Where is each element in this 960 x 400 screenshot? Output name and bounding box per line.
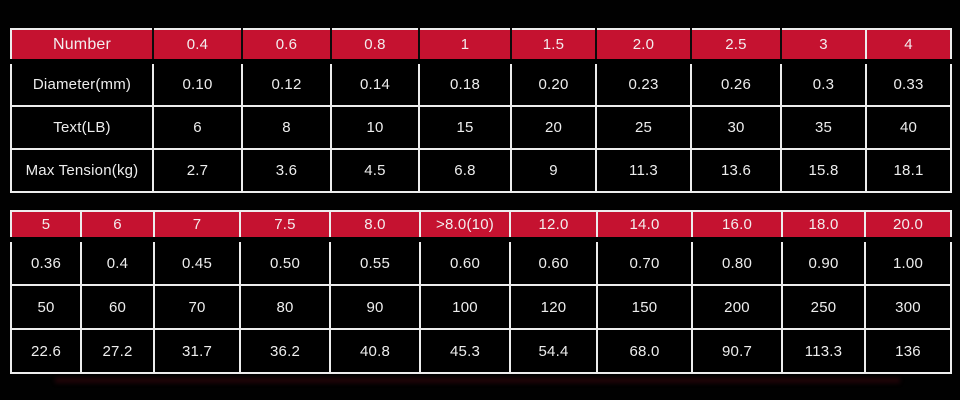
data-cell: 0.23	[595, 60, 692, 107]
data-cell: 90	[329, 284, 421, 330]
data-cell: 50	[10, 284, 82, 330]
data-cell: 0.60	[509, 238, 598, 286]
data-cell: 0.26	[690, 60, 782, 107]
header-cell: 6	[80, 210, 155, 242]
data-cell: 200	[691, 284, 783, 330]
data-cell: 0.80	[691, 238, 783, 286]
data-cell: 300	[864, 284, 952, 330]
row-label: Diameter(mm)	[10, 60, 154, 107]
data-cell: 6.8	[418, 148, 512, 193]
header-cell: 2.5	[690, 28, 782, 64]
data-cell: 0.33	[865, 60, 952, 107]
data-cell: 150	[596, 284, 693, 330]
image-artifact-smear	[55, 378, 900, 383]
header-cell: 20.0	[864, 210, 952, 242]
data-cell: 0.45	[153, 238, 241, 286]
table-row: 50 60 70 80 90 100 120 150 200 250 300	[10, 284, 952, 330]
data-cell: 27.2	[80, 328, 155, 374]
header-cell: 14.0	[596, 210, 693, 242]
data-cell: 9	[510, 148, 597, 193]
data-cell: 45.3	[419, 328, 511, 374]
data-cell: 90.7	[691, 328, 783, 374]
header-cell: 0.6	[241, 28, 332, 64]
data-cell: 0.36	[10, 238, 82, 286]
data-cell: 100	[419, 284, 511, 330]
data-cell: 25	[595, 105, 692, 150]
header-cell: 2.0	[595, 28, 692, 64]
data-cell: 0.20	[510, 60, 597, 107]
data-cell: 18.1	[865, 148, 952, 193]
data-cell: 60	[80, 284, 155, 330]
data-cell: 113.3	[781, 328, 866, 374]
data-cell: 20	[510, 105, 597, 150]
data-cell: 35	[780, 105, 867, 150]
table-row: Text(LB) 6 8 10 15 20 25 30 35 40	[10, 105, 952, 150]
header-cell: 18.0	[781, 210, 866, 242]
data-cell: 1.00	[864, 238, 952, 286]
header-cell: 3	[780, 28, 867, 64]
data-cell: 0.55	[329, 238, 421, 286]
data-cell: 31.7	[153, 328, 241, 374]
data-cell: 70	[153, 284, 241, 330]
data-cell: 15	[418, 105, 512, 150]
data-cell: 40.8	[329, 328, 421, 374]
header-cell: Number	[10, 28, 154, 64]
data-cell: 0.90	[781, 238, 866, 286]
data-cell: 10	[330, 105, 420, 150]
data-cell: 120	[509, 284, 598, 330]
header-cell: 8.0	[329, 210, 421, 242]
header-cell: 16.0	[691, 210, 783, 242]
row-label: Max Tension(kg)	[10, 148, 154, 193]
header-cell: 7.5	[239, 210, 331, 242]
data-cell: 40	[865, 105, 952, 150]
data-cell: 0.12	[241, 60, 332, 107]
data-cell: 136	[864, 328, 952, 374]
data-cell: 22.6	[10, 328, 82, 374]
data-cell: 0.10	[152, 60, 243, 107]
data-cell: 11.3	[595, 148, 692, 193]
data-cell: 8	[241, 105, 332, 150]
data-cell: 30	[690, 105, 782, 150]
header-cell: 1.5	[510, 28, 597, 64]
data-cell: 6	[152, 105, 243, 150]
data-cell: 0.14	[330, 60, 420, 107]
header-row: 5 6 7 7.5 8.0 >8.0(10) 12.0 14.0 16.0 18.0 20.0	[10, 210, 952, 242]
header-cell: >8.0(10)	[419, 210, 511, 242]
data-cell: 36.2	[239, 328, 331, 374]
header-cell: 7	[153, 210, 241, 242]
data-cell: 250	[781, 284, 866, 330]
spec-table-upper: Number 0.4 0.6 0.8 1 1.5 2.0 2.5 3 4 Diameter(mm) 0…	[10, 28, 952, 193]
data-cell: 68.0	[596, 328, 693, 374]
header-cell: 5	[10, 210, 82, 242]
header-cell: 1	[418, 28, 512, 64]
data-cell: 4.5	[330, 148, 420, 193]
data-cell: 0.4	[80, 238, 155, 286]
header-cell: 0.4	[152, 28, 243, 64]
header-row: Number 0.4 0.6 0.8 1 1.5 2.0 2.5 3 4	[10, 28, 952, 64]
header-cell: 4	[865, 28, 952, 64]
spec-table-lower: 5 6 7 7.5 8.0 >8.0(10) 12.0 14.0 16.0 18.0 20.0 0.3…	[10, 210, 952, 374]
header-cell: 12.0	[509, 210, 598, 242]
table-row: Diameter(mm) 0.10 0.12 0.14 0.18 0.20 0.23 0.26…	[10, 60, 952, 107]
data-cell: 80	[239, 284, 331, 330]
data-cell: 0.70	[596, 238, 693, 286]
data-cell: 15.8	[780, 148, 867, 193]
data-cell: 0.18	[418, 60, 512, 107]
row-label: Text(LB)	[10, 105, 154, 150]
header-cell: 0.8	[330, 28, 420, 64]
data-cell: 0.3	[780, 60, 867, 107]
data-cell: 2.7	[152, 148, 243, 193]
data-cell: 0.50	[239, 238, 331, 286]
data-cell: 54.4	[509, 328, 598, 374]
data-cell: 13.6	[690, 148, 782, 193]
table-row: 0.36 0.4 0.45 0.50 0.55 0.60 0.60 0.70 0.80 0.90 1…	[10, 238, 952, 286]
data-cell: 3.6	[241, 148, 332, 193]
table-row: 22.6 27.2 31.7 36.2 40.8 45.3 54.4 68.0 90.7 113.…	[10, 328, 952, 374]
table-row: Max Tension(kg) 2.7 3.6 4.5 6.8 9 11.3 13.6 15.8…	[10, 148, 952, 193]
data-cell: 0.60	[419, 238, 511, 286]
